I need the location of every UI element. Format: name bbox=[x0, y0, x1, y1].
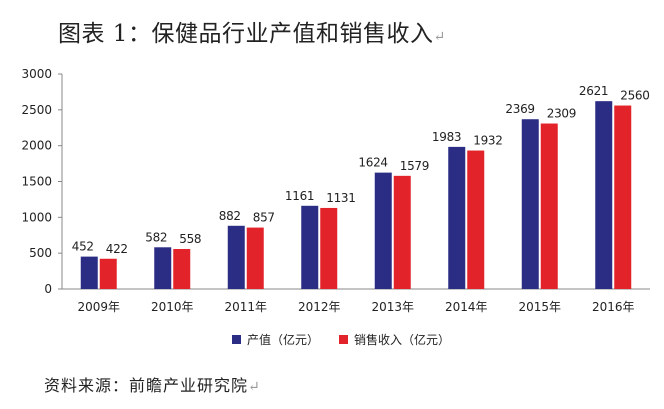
bar-output bbox=[227, 225, 245, 289]
data-label-output: 1624 bbox=[358, 156, 387, 170]
x-tick-label: 2015年 bbox=[518, 300, 561, 314]
chart-legend: 产值（亿元） 销售收入（亿元） bbox=[232, 331, 470, 348]
data-label-output: 882 bbox=[219, 209, 241, 223]
bar-chart: 0 500 1000 1500 2000 2500 3000 2009年 452 422 2010年… bbox=[21, 67, 650, 314]
y-tick-label: 2500 bbox=[21, 103, 52, 117]
y-tick-label: 0 bbox=[44, 282, 52, 296]
x-tick-label: 2012年 bbox=[298, 300, 341, 314]
legend-swatch-sales bbox=[339, 335, 349, 344]
data-label-output: 1161 bbox=[285, 189, 314, 203]
data-label-output: 2369 bbox=[505, 102, 534, 116]
bar-sales bbox=[467, 150, 485, 289]
source-note: 资料来源：前瞻产业研究院↵ bbox=[44, 376, 261, 395]
data-label-sales: 422 bbox=[106, 242, 128, 256]
legend-label-sales: 销售收入（亿元） bbox=[354, 333, 451, 347]
y-tick-label: 1000 bbox=[21, 210, 52, 224]
y-tick-label: 3000 bbox=[21, 67, 52, 81]
y-tick-label: 1500 bbox=[21, 175, 52, 189]
y-tick-label: 2000 bbox=[21, 139, 52, 153]
paragraph-mark: ↵ bbox=[248, 379, 261, 395]
x-tick-label: 2014年 bbox=[445, 300, 488, 314]
data-label-sales: 857 bbox=[253, 211, 275, 225]
bar-output bbox=[154, 247, 172, 289]
bar-sales bbox=[320, 207, 338, 289]
data-label-sales: 1579 bbox=[400, 159, 429, 173]
data-label-output: 452 bbox=[72, 240, 94, 254]
data-label-sales: 2309 bbox=[547, 107, 576, 121]
data-label-output: 1983 bbox=[432, 130, 461, 144]
bar-output bbox=[521, 119, 539, 289]
bar-output bbox=[448, 146, 466, 289]
x-tick-label: 2009年 bbox=[77, 300, 120, 314]
bar-sales bbox=[393, 175, 411, 289]
paragraph-mark: ↵ bbox=[433, 29, 446, 45]
bar-sales bbox=[540, 123, 558, 289]
x-tick-label: 2016年 bbox=[592, 300, 635, 314]
data-label-output: 582 bbox=[145, 230, 167, 244]
bar-sales bbox=[614, 105, 632, 290]
data-label-sales: 1932 bbox=[473, 134, 502, 148]
bar-sales bbox=[246, 227, 264, 289]
y-tick-label: 500 bbox=[29, 246, 52, 260]
legend-item-output: 产值（亿元） bbox=[232, 331, 319, 348]
x-tick-label: 2011年 bbox=[224, 300, 267, 314]
legend-label-output: 产值（亿元） bbox=[247, 333, 320, 347]
data-label-sales: 1131 bbox=[326, 191, 355, 205]
bar-output bbox=[374, 172, 392, 289]
x-tick-label: 2013年 bbox=[371, 300, 414, 314]
data-label-sales: 558 bbox=[179, 232, 201, 246]
chart-title: 图表 1：保健品行业产值和销售收入↵ bbox=[58, 21, 446, 47]
data-label-sales: 2560 bbox=[620, 89, 649, 103]
bar-output bbox=[595, 101, 613, 289]
bar-sales bbox=[99, 258, 117, 289]
bar-output bbox=[80, 256, 98, 289]
legend-swatch-output bbox=[232, 335, 241, 344]
data-label-output: 2621 bbox=[579, 84, 608, 98]
bar-sales bbox=[173, 249, 191, 289]
legend-item-sales: 销售收入（亿元） bbox=[339, 331, 450, 348]
bar-output bbox=[301, 205, 319, 289]
x-tick-label: 2010年 bbox=[151, 300, 194, 314]
